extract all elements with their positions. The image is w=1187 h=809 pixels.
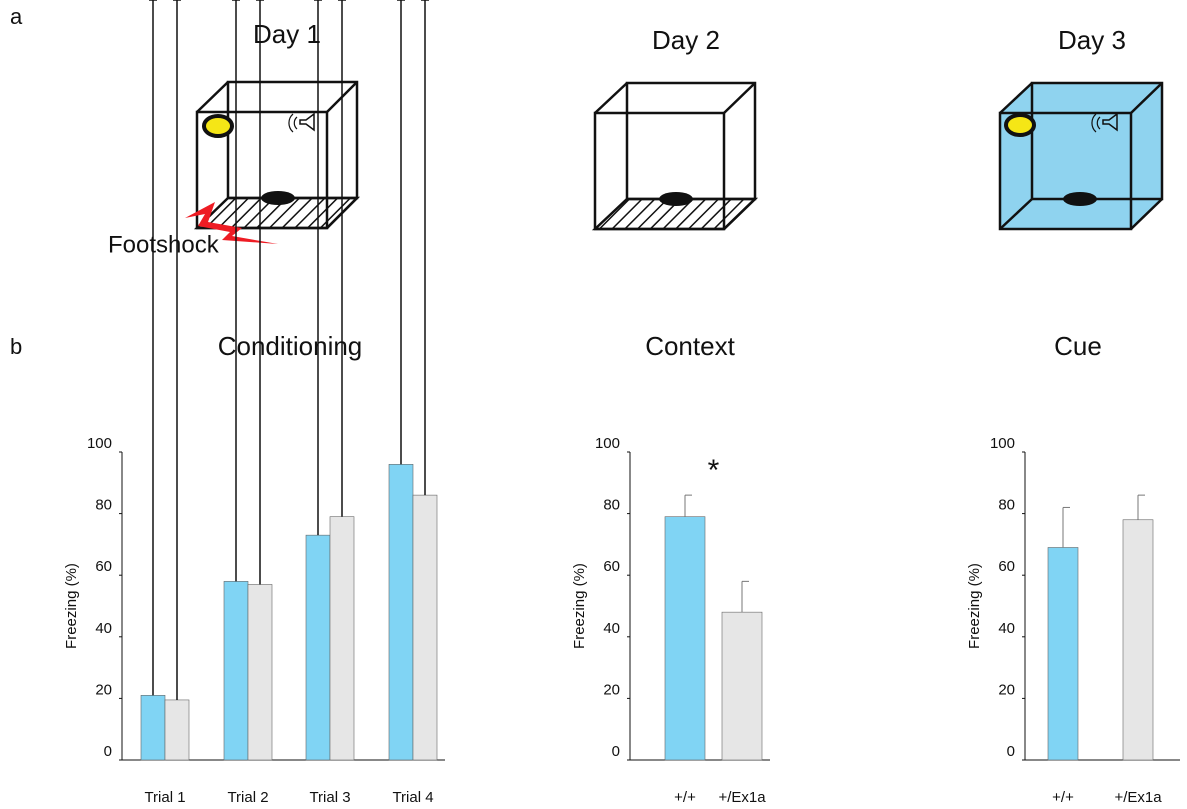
bar bbox=[224, 581, 248, 760]
bar bbox=[1123, 520, 1153, 760]
panel-label: b bbox=[10, 334, 22, 359]
day-title: Day 3 bbox=[1058, 25, 1126, 55]
x-tick-label: Trial 2 bbox=[227, 789, 268, 806]
y-axis-label: Freezing (%) bbox=[63, 563, 80, 649]
y-tick-label: 0 bbox=[1007, 743, 1015, 760]
y-axis-label: Freezing (%) bbox=[571, 563, 588, 649]
day-title: Day 1 bbox=[253, 19, 321, 49]
x-tick-label: Trial 4 bbox=[392, 789, 433, 806]
y-tick-label: 0 bbox=[612, 743, 620, 760]
bar bbox=[141, 695, 165, 760]
figure: a b Day 1 Day 2 Day 3 Footshock Condi bbox=[0, 0, 1187, 809]
y-tick-label: 60 bbox=[998, 558, 1015, 575]
chamber bbox=[595, 83, 755, 229]
x-tick-label: +/Ex1a bbox=[718, 789, 766, 806]
bar bbox=[665, 517, 705, 760]
chart-title: Conditioning bbox=[218, 331, 363, 361]
bar bbox=[1048, 547, 1078, 760]
bar bbox=[722, 612, 762, 760]
x-tick-label: Trial 3 bbox=[309, 789, 350, 806]
y-tick-label: 20 bbox=[603, 681, 620, 698]
y-tick-label: 60 bbox=[95, 558, 112, 575]
bar bbox=[248, 584, 272, 760]
y-tick-label: 80 bbox=[998, 497, 1015, 514]
y-tick-label: 20 bbox=[95, 681, 112, 698]
bar bbox=[306, 535, 330, 760]
y-tick-label: 40 bbox=[603, 620, 620, 637]
chamber bbox=[197, 82, 357, 228]
chart-title: Cue bbox=[1054, 331, 1102, 361]
x-tick-label: Trial 1 bbox=[144, 789, 185, 806]
bar bbox=[413, 495, 437, 760]
y-tick-label: 20 bbox=[998, 681, 1015, 698]
x-tick-label: +/+ bbox=[1052, 789, 1074, 806]
y-tick-label: 60 bbox=[603, 558, 620, 575]
x-tick-label: +/Ex1a bbox=[1114, 789, 1162, 806]
y-axis-label: Freezing (%) bbox=[966, 563, 983, 649]
y-tick-label: 80 bbox=[95, 497, 112, 514]
page: {"panel_a": {"label": "a", "days": ["Day… bbox=[0, 0, 1187, 809]
chart-title: Context bbox=[645, 331, 735, 361]
bar bbox=[330, 517, 354, 760]
footshock-label: Footshock bbox=[108, 231, 220, 258]
significance: * bbox=[708, 454, 720, 487]
y-tick-label: 40 bbox=[998, 620, 1015, 637]
panel-label: a bbox=[10, 4, 23, 29]
y-tick-label: 100 bbox=[990, 435, 1015, 452]
y-tick-label: 100 bbox=[87, 435, 112, 452]
bar bbox=[165, 700, 189, 760]
chamber bbox=[1000, 83, 1162, 229]
y-tick-label: 100 bbox=[595, 435, 620, 452]
y-tick-label: 80 bbox=[603, 497, 620, 514]
day-title: Day 2 bbox=[652, 25, 720, 55]
x-tick-label: +/+ bbox=[674, 789, 696, 806]
bar bbox=[389, 464, 413, 760]
y-tick-label: 40 bbox=[95, 620, 112, 637]
y-tick-label: 0 bbox=[104, 743, 112, 760]
